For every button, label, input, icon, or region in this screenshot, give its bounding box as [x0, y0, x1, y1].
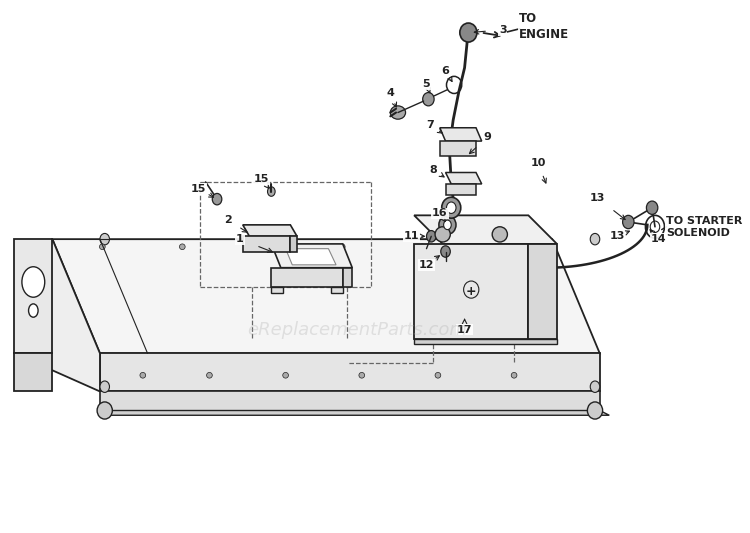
Text: 1: 1: [236, 234, 244, 244]
Polygon shape: [243, 225, 297, 236]
Polygon shape: [53, 239, 600, 353]
Ellipse shape: [446, 202, 456, 213]
Ellipse shape: [100, 381, 109, 392]
Polygon shape: [440, 141, 476, 156]
Ellipse shape: [441, 246, 450, 257]
Ellipse shape: [435, 373, 441, 378]
Polygon shape: [100, 353, 600, 391]
Text: 13: 13: [609, 231, 625, 241]
Text: 4: 4: [386, 88, 394, 99]
Ellipse shape: [419, 244, 425, 249]
Polygon shape: [14, 239, 100, 391]
Polygon shape: [100, 391, 600, 410]
Text: 17: 17: [457, 325, 472, 335]
Ellipse shape: [283, 373, 289, 378]
Ellipse shape: [587, 402, 602, 419]
Ellipse shape: [28, 304, 38, 317]
Polygon shape: [528, 244, 557, 339]
Text: 6: 6: [442, 66, 449, 76]
Text: TO STARTER
SOLENOID: TO STARTER SOLENOID: [667, 215, 742, 238]
Polygon shape: [290, 236, 297, 252]
Polygon shape: [414, 244, 528, 339]
Polygon shape: [446, 184, 476, 196]
Ellipse shape: [206, 373, 212, 378]
Text: 10: 10: [530, 158, 545, 168]
Text: 3: 3: [499, 25, 506, 35]
Ellipse shape: [646, 201, 658, 214]
Ellipse shape: [390, 106, 406, 119]
Ellipse shape: [97, 402, 112, 419]
Polygon shape: [100, 410, 609, 415]
Text: 14: 14: [651, 234, 667, 244]
Polygon shape: [14, 239, 52, 353]
Ellipse shape: [500, 244, 505, 249]
Polygon shape: [414, 215, 557, 244]
Text: TO
ENGINE: TO ENGINE: [519, 12, 569, 42]
Ellipse shape: [460, 23, 477, 42]
Ellipse shape: [444, 220, 452, 230]
Polygon shape: [286, 249, 336, 265]
Ellipse shape: [260, 244, 266, 249]
Text: 12: 12: [419, 260, 434, 270]
Ellipse shape: [512, 373, 517, 378]
Text: 15: 15: [190, 184, 206, 193]
Polygon shape: [440, 128, 482, 141]
Text: eReplacementParts.com: eReplacementParts.com: [247, 320, 467, 338]
Text: 5: 5: [423, 79, 430, 89]
Text: 15: 15: [254, 174, 269, 184]
Text: 8: 8: [429, 165, 437, 175]
Ellipse shape: [622, 215, 634, 229]
Ellipse shape: [590, 233, 600, 245]
Ellipse shape: [100, 244, 105, 249]
Polygon shape: [243, 236, 290, 252]
Polygon shape: [446, 173, 482, 184]
Text: 7: 7: [427, 120, 434, 130]
Ellipse shape: [340, 244, 345, 249]
Ellipse shape: [427, 231, 436, 242]
Polygon shape: [14, 353, 52, 391]
Ellipse shape: [423, 93, 434, 106]
Text: 16: 16: [432, 208, 448, 219]
Ellipse shape: [268, 187, 275, 196]
Text: 9: 9: [484, 132, 491, 142]
Polygon shape: [272, 287, 283, 293]
Text: 2: 2: [224, 215, 232, 225]
Polygon shape: [414, 339, 557, 344]
Text: 11: 11: [404, 231, 419, 241]
Ellipse shape: [492, 227, 508, 242]
Ellipse shape: [22, 266, 45, 297]
Ellipse shape: [359, 373, 364, 378]
Ellipse shape: [140, 373, 146, 378]
Polygon shape: [272, 268, 343, 287]
Polygon shape: [272, 244, 352, 268]
Ellipse shape: [435, 227, 450, 242]
Polygon shape: [332, 287, 343, 293]
Polygon shape: [343, 268, 352, 287]
Text: +: +: [466, 285, 476, 298]
Ellipse shape: [590, 381, 600, 392]
Ellipse shape: [442, 197, 460, 218]
Ellipse shape: [179, 244, 185, 249]
Text: 13: 13: [590, 193, 605, 203]
Ellipse shape: [100, 233, 109, 245]
Ellipse shape: [212, 193, 222, 205]
Ellipse shape: [439, 215, 456, 235]
